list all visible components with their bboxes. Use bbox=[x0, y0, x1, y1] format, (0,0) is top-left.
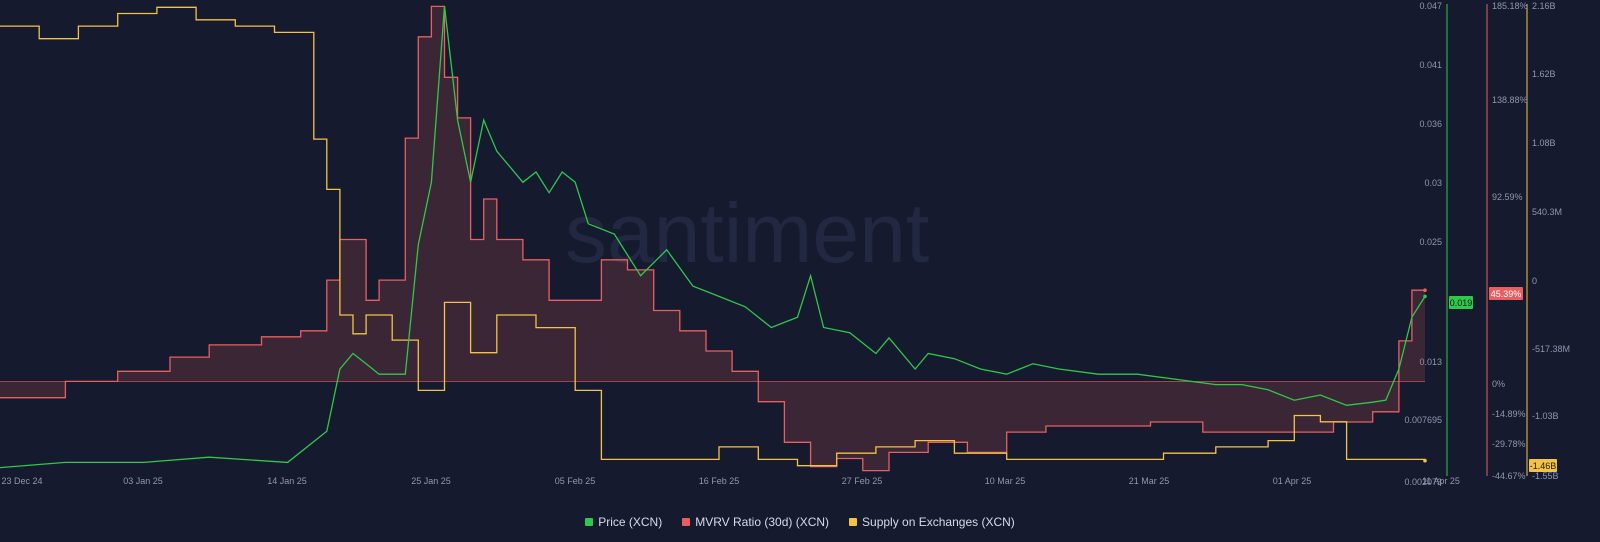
mvrv-tick-label: 138.88% bbox=[1492, 95, 1528, 105]
price-tick-label: 0.025 bbox=[1419, 237, 1442, 247]
legend-label-mvrv: MVRV Ratio (30d) (XCN) bbox=[695, 515, 830, 529]
mvrv-current-badge-bg bbox=[1489, 287, 1523, 300]
supply-tick-label: 1.08B bbox=[1532, 138, 1556, 148]
price-tick-label: 0.047 bbox=[1419, 1, 1442, 11]
supply-end-point bbox=[1423, 458, 1427, 463]
legend-item-price[interactable]: Price (XCN) bbox=[585, 515, 662, 529]
chart-svg: santiment 23 Dec 24 03 Jan 25 14 Jan 25 25 J… bbox=[0, 1, 1570, 487]
chart-legend: Price (XCN) MVRV Ratio (30d) (XCN) Suppl… bbox=[0, 512, 1600, 532]
price-tick-label: 0.007695 bbox=[1404, 415, 1442, 425]
x-tick-label: 23 Dec 24 bbox=[1, 476, 42, 486]
price-tick-label: 0.002073 bbox=[1404, 477, 1442, 487]
mvrv-tick-label: -44.67% bbox=[1492, 471, 1526, 481]
supply-tick-label: -1.55B bbox=[1532, 471, 1559, 481]
mvrv-tick-label: 92.59% bbox=[1492, 192, 1523, 202]
mvrv-tick-label: 0% bbox=[1492, 379, 1505, 389]
supply-current-badge-bg bbox=[1529, 459, 1557, 472]
x-tick-label: 16 Feb 25 bbox=[699, 476, 740, 486]
x-tick-label: 25 Jan 25 bbox=[411, 476, 451, 486]
x-tick-label: 05 Feb 25 bbox=[555, 476, 596, 486]
price-tick-label: 0.03 bbox=[1424, 178, 1442, 188]
price-end-point bbox=[1423, 294, 1427, 299]
supply-tick-label: 540.3M bbox=[1532, 207, 1562, 217]
x-tick-label: 14 Jan 25 bbox=[267, 476, 307, 486]
price-tick-label: 0.041 bbox=[1419, 60, 1442, 70]
legend-swatch-price bbox=[585, 518, 594, 526]
supply-tick-label: 2.16B bbox=[1532, 1, 1556, 11]
supply-current-badge: -1.46B bbox=[1530, 461, 1557, 471]
mvrv-tick-label: -29.78% bbox=[1492, 439, 1526, 449]
x-tick-label: 21 Mar 25 bbox=[1129, 476, 1170, 486]
price-current-badge-bg bbox=[1449, 296, 1473, 309]
legend-item-mvrv[interactable]: MVRV Ratio (30d) (XCN) bbox=[682, 515, 829, 529]
legend-item-supply[interactable]: Supply on Exchanges (XCN) bbox=[849, 515, 1015, 529]
mvrv-tick-label: -14.89% bbox=[1492, 409, 1526, 419]
price-series-line bbox=[0, 5, 1426, 469]
supply-tick-label: 0 bbox=[1532, 276, 1537, 286]
legend-label-supply: Supply on Exchanges (XCN) bbox=[862, 515, 1015, 529]
legend-swatch-supply bbox=[849, 518, 858, 526]
price-tick-label: 0.013 bbox=[1419, 357, 1442, 367]
supply-tick-label: -517.38M bbox=[1532, 344, 1570, 354]
watermark-text: santiment bbox=[565, 186, 929, 280]
legend-label-price: Price (XCN) bbox=[598, 515, 663, 529]
mvrv-area bbox=[0, 6, 1425, 471]
supply-tick-label: 1.62B bbox=[1532, 69, 1556, 79]
supply-series-line bbox=[0, 6, 1426, 467]
price-tick-label: 0.036 bbox=[1419, 119, 1442, 129]
mvrv-current-badge: 45.39% bbox=[1491, 289, 1522, 299]
legend-swatch-mvrv bbox=[682, 518, 691, 526]
x-tick-label: 10 Mar 25 bbox=[985, 476, 1026, 486]
supply-tick-label: -1.03B bbox=[1532, 411, 1559, 421]
x-tick-label: 01 Apr 25 bbox=[1273, 476, 1312, 486]
x-tick-label: 11 Apr 25 bbox=[1422, 476, 1460, 486]
x-tick-label: 27 Feb 25 bbox=[842, 476, 883, 486]
x-tick-label: 03 Jan 25 bbox=[123, 476, 163, 486]
price-current-badge: 0.019 bbox=[1450, 298, 1473, 308]
mvrv-end-point bbox=[1423, 288, 1427, 293]
mvrv-tick-label: 185.18% bbox=[1492, 1, 1528, 11]
